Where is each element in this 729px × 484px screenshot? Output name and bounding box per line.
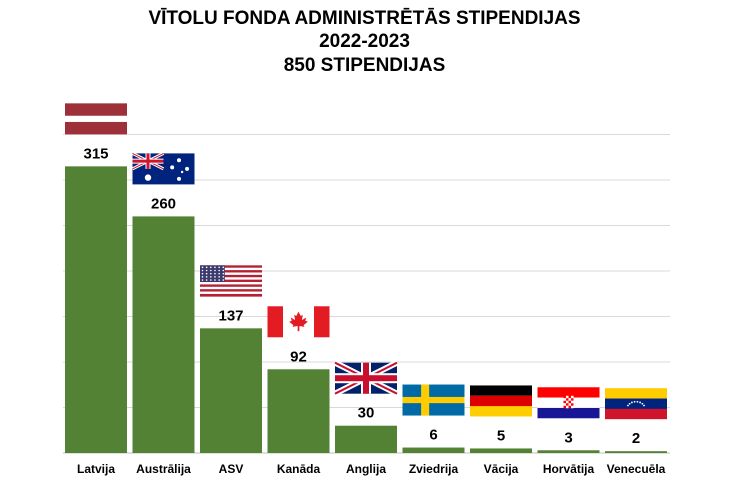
data-label: 6 [429,427,437,444]
data-label: 3 [564,429,572,446]
x-tick-label: Anglija [346,462,386,476]
x-tick-label: Austrālija [136,462,191,476]
bar-zviedrija [402,447,465,453]
bar-vācija [470,448,532,453]
bar-kanāda [267,369,330,453]
usa-flag-icon [200,265,262,297]
bar-anglija [335,425,397,453]
data-label: 30 [358,405,375,422]
x-tick-label: Kanāda [277,462,321,476]
latvia-flag-icon [65,103,127,135]
bar-latvija [65,166,127,453]
bar-asv [200,328,262,453]
x-tick-label: Latvija [77,462,115,476]
x-tick-label: Horvātija [543,462,595,476]
chart-title-line-2: 2022-2023 [319,31,410,52]
data-label: 260 [151,195,176,212]
x-tick-label: ASV [219,462,244,476]
x-tick-label: Vācija [484,462,519,476]
sweden-flag-icon [402,384,465,416]
data-label: 2 [632,430,640,447]
venezuela-flag-icon [605,388,667,420]
data-label: 137 [218,307,243,324]
australia-flag-icon [131,152,195,185]
data-label: 5 [497,427,505,444]
croatia-flag-icon [537,387,600,419]
data-label: 92 [290,348,307,365]
bar-horvātija [537,450,600,453]
chart-title-line-3: 850 STIPENDIJAS [283,55,446,76]
canada-flag-icon [267,306,330,338]
bar-austrālija [132,216,195,453]
uk-flag-icon [333,360,399,397]
germany-flag-icon [470,385,532,417]
x-tick-label: Venecuēla [607,462,666,476]
chart-title-line-1: VĪTOLU FONDA ADMINISTRĒTĀS STIPENDIJAS [148,8,581,29]
data-label: 315 [83,145,108,162]
x-tick-label: Zviedrija [409,462,459,476]
bar-venecuēla [605,451,667,453]
